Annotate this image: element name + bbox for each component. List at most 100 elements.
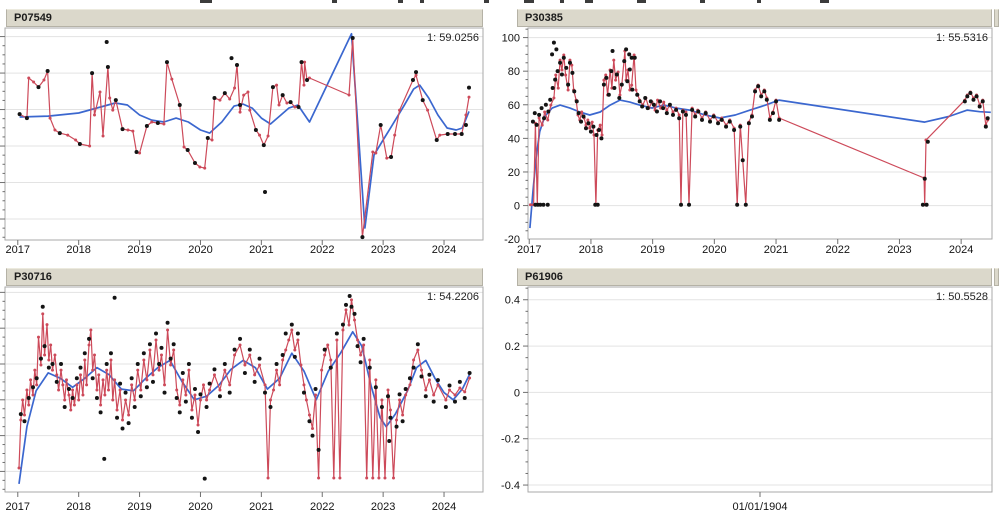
svg-text:2021: 2021	[249, 244, 273, 256]
svg-text:2017: 2017	[6, 501, 30, 513]
plot-area-p30716[interactable]: 2017 2018 2019 2020 2021 2022 2023 2024	[0, 286, 484, 523]
y-axis-labels: -20 0 20 40 60 80 100	[502, 33, 520, 247]
svg-text:2021: 2021	[764, 244, 788, 256]
y-axis-ticks	[523, 28, 528, 232]
actual-markers	[17, 298, 472, 480]
data-points[interactable]	[18, 293, 472, 481]
x-axis-labels: 2017 2018 2019 2020 2021 2022 2023 2024	[6, 244, 457, 256]
cropped-text-mark	[420, 0, 424, 3]
panel-title: P30385	[525, 12, 563, 24]
svg-text:0: 0	[514, 387, 520, 399]
svg-text:40: 40	[508, 133, 520, 145]
cropped-text-mark	[820, 0, 829, 3]
actual-markers	[18, 36, 471, 239]
svg-text:20: 20	[508, 167, 520, 179]
x-axis-ticks	[17, 240, 445, 245]
next-column-titlebar-sliver	[994, 268, 999, 286]
cropped-text-mark	[332, 0, 337, 3]
svg-text:-0.2: -0.2	[501, 434, 520, 446]
svg-text:0.4: 0.4	[505, 295, 520, 307]
actual-line	[530, 50, 989, 206]
svg-text:2023: 2023	[371, 244, 395, 256]
svg-text:2022: 2022	[310, 501, 334, 513]
svg-text:2021: 2021	[249, 501, 273, 513]
svg-text:100: 100	[502, 33, 520, 45]
svg-text:-20: -20	[504, 234, 520, 246]
svg-text:2023: 2023	[371, 501, 395, 513]
svg-text:2017: 2017	[517, 244, 541, 256]
panel-title: P30716	[14, 271, 52, 283]
panel-titlebar-p07549[interactable]: P07549	[6, 9, 483, 27]
gridlines	[528, 37, 992, 207]
cropped-text-mark	[398, 0, 403, 3]
panel-title: P07549	[14, 12, 52, 24]
gridlines	[5, 36, 483, 220]
profile-value-annotation: 1: 50.5528	[936, 291, 988, 303]
svg-text:2022: 2022	[310, 244, 334, 256]
fit-line	[529, 99, 991, 229]
svg-text:01/01/1904: 01/01/1904	[732, 501, 787, 513]
svg-text:2019: 2019	[640, 244, 664, 256]
plot-frame	[527, 286, 993, 493]
cropped-text-mark	[200, 0, 212, 3]
y-axis-labels: -0.4 -0.2 0 0.2 0.4	[501, 295, 520, 492]
x-axis-labels: 01/01/1904	[732, 501, 787, 513]
y-axis-ticks	[523, 287, 528, 486]
data-points[interactable]	[17, 36, 471, 240]
svg-text:2020: 2020	[188, 244, 212, 256]
plot-frame	[527, 27, 993, 240]
svg-text:80: 80	[508, 66, 520, 78]
svg-text:2022: 2022	[826, 244, 850, 256]
svg-text:0.2: 0.2	[505, 341, 520, 353]
svg-text:2018: 2018	[66, 244, 90, 256]
data-points[interactable]	[530, 40, 990, 207]
svg-text:2018: 2018	[66, 501, 90, 513]
actual-line	[18, 299, 471, 479]
svg-text:-0.4: -0.4	[501, 480, 520, 492]
panel-titlebar-p30716[interactable]: P30716	[6, 268, 483, 286]
cropped-text-mark	[757, 0, 761, 3]
svg-text:2019: 2019	[127, 501, 151, 513]
y-axis-ticks	[0, 36, 5, 238]
cropped-text-mark	[637, 0, 646, 3]
actual-line	[19, 37, 470, 238]
cropped-text-mark	[585, 0, 593, 3]
gridlines	[528, 299, 992, 486]
svg-text:2018: 2018	[579, 244, 603, 256]
actual-markers	[528, 49, 990, 207]
profile-value-annotation: 1: 55.5316	[936, 32, 988, 44]
cropped-text-mark	[524, 0, 534, 3]
plot-area-p07549[interactable]: 2017 2018 2019 2020 2021 2022 2023 2024	[0, 27, 484, 263]
x-axis-ticks	[528, 239, 962, 244]
panel-title: P61906	[525, 271, 563, 283]
y-axis-ticks	[0, 291, 5, 490]
svg-text:2017: 2017	[6, 244, 30, 256]
svg-text:2019: 2019	[127, 244, 151, 256]
next-column-titlebar-sliver	[994, 9, 999, 27]
x-axis-ticks	[17, 492, 445, 497]
svg-text:2024: 2024	[949, 244, 973, 256]
fit-line	[18, 330, 471, 485]
svg-text:2023: 2023	[887, 244, 911, 256]
profile-value-annotation: 1: 59.0256	[427, 32, 479, 44]
svg-text:0: 0	[514, 201, 520, 213]
x-axis-labels: 2017 2018 2019 2020 2021 2022 2023 2024	[6, 501, 457, 513]
x-axis-labels: 2017 2018 2019 2020 2021 2022 2023 2024	[517, 244, 973, 256]
fit-line	[19, 32, 470, 229]
svg-text:2020: 2020	[702, 244, 726, 256]
plot-frame	[4, 27, 484, 241]
cropped-text-mark	[560, 0, 564, 3]
svg-text:2020: 2020	[188, 501, 212, 513]
plot-frame	[4, 286, 484, 493]
plot-area-p61906[interactable]: -0.4 -0.2 0 0.2 0.4 01/01/1904	[484, 286, 999, 523]
svg-text:60: 60	[508, 100, 520, 112]
cropped-text-mark	[484, 0, 489, 3]
panel-titlebar-p30385[interactable]: P30385	[517, 9, 992, 27]
svg-text:2024: 2024	[432, 244, 456, 256]
cropped-text-mark	[700, 0, 705, 3]
panel-titlebar-p61906[interactable]: P61906	[517, 268, 992, 286]
profile-value-annotation: 1: 54.2206	[427, 291, 479, 303]
svg-text:2024: 2024	[432, 501, 456, 513]
